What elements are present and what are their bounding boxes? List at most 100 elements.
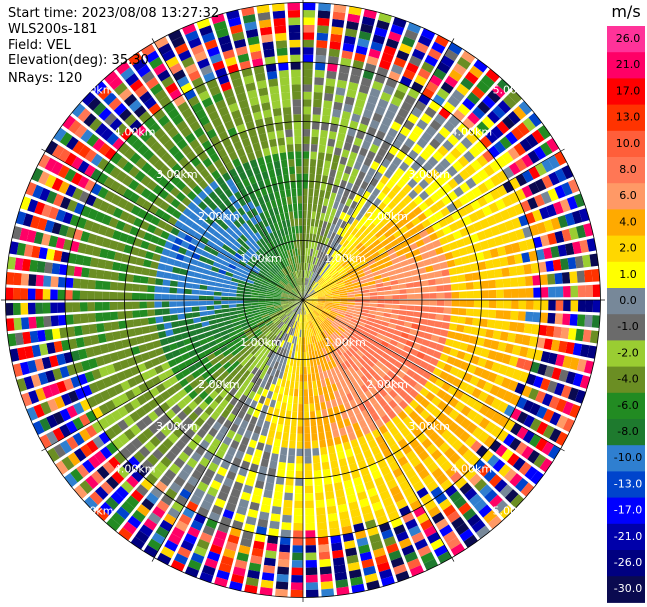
velocity-gate [350, 247, 358, 255]
colorbar-tick-label: 4.0 [619, 215, 637, 228]
velocity-gate [444, 338, 454, 347]
velocity-gate [345, 265, 353, 272]
velocity-gate [393, 89, 406, 101]
velocity-gate [337, 186, 345, 196]
velocity-gate [327, 316, 335, 322]
velocity-gate [538, 261, 547, 273]
velocity-gate [502, 181, 514, 194]
velocity-gate [472, 106, 486, 120]
velocity-gate [332, 303, 340, 306]
velocity-gate [480, 369, 491, 380]
velocity-gate [422, 87, 435, 100]
velocity-gate [451, 300, 460, 307]
velocity-gate [459, 392, 471, 404]
velocity-gate [453, 358, 463, 368]
velocity-gate [515, 477, 529, 492]
velocity-gate [506, 206, 518, 218]
velocity-gate [360, 23, 374, 34]
velocity-gate [482, 150, 495, 163]
velocity-gate [402, 374, 412, 384]
velocity-gate [402, 416, 413, 427]
velocity-gate [421, 306, 430, 312]
velocity-gate [312, 264, 316, 273]
velocity-gate [496, 170, 508, 183]
colorbar-tick-label: 8.0 [619, 163, 637, 176]
velocity-gate [458, 282, 467, 291]
velocity-gate [423, 173, 435, 185]
velocity-gate [345, 311, 354, 316]
velocity-gate [384, 295, 393, 300]
velocity-gate [316, 242, 321, 251]
velocity-gate [369, 300, 378, 304]
velocity-gate [321, 312, 328, 318]
velocity-gate [390, 24, 405, 36]
velocity-gate [404, 137, 416, 149]
velocity-gate [303, 62, 313, 70]
velocity-gate [473, 290, 482, 299]
velocity-gate [404, 29, 419, 41]
velocity-gate [350, 168, 360, 178]
velocity-gate [446, 165, 458, 177]
velocity-gate [441, 429, 453, 441]
velocity-gate [429, 74, 443, 87]
velocity-gate [399, 225, 409, 235]
velocity-gate [371, 226, 380, 235]
velocity-gate [419, 318, 428, 325]
velocity-gate [410, 161, 422, 172]
velocity-gate [325, 275, 332, 282]
velocity-gate [575, 328, 585, 342]
velocity-gate [407, 300, 415, 305]
velocity-gate [490, 125, 504, 139]
velocity-gate [317, 298, 326, 300]
velocity-gate [553, 326, 562, 339]
velocity-gate [475, 208, 486, 220]
velocity-gate [359, 215, 368, 225]
velocity-gate [320, 182, 327, 191]
velocity-gate [483, 228, 494, 239]
velocity-gate [316, 292, 325, 296]
velocity-gate [463, 352, 473, 363]
velocity-gate [399, 294, 408, 299]
velocity-gate [464, 435, 477, 448]
velocity-gate [354, 296, 363, 300]
velocity-gate [428, 286, 437, 293]
velocity-gate [303, 9, 316, 18]
velocity-gate [555, 286, 564, 298]
velocity-gate [315, 266, 320, 274]
velocity-gate [358, 196, 367, 206]
velocity-gate [364, 209, 373, 219]
velocity-gate [406, 288, 415, 294]
velocity-gate [465, 282, 474, 290]
velocity-gate [424, 197, 435, 207]
velocity-gate [499, 331, 509, 342]
velocity-gate [316, 258, 321, 266]
velocity-gate [310, 300, 318, 302]
velocity-gate [384, 361, 394, 370]
velocity-gate [418, 229, 429, 238]
velocity-gate [485, 68, 500, 83]
velocity-gate [303, 292, 306, 300]
velocity-gate [303, 17, 315, 26]
velocity-gate [309, 279, 313, 287]
velocity-gate [357, 233, 366, 242]
velocity-gate [539, 274, 548, 286]
velocity-gate [356, 349, 364, 358]
velocity-gate [315, 47, 327, 56]
velocity-gate [384, 300, 393, 304]
velocity-gate [351, 209, 359, 219]
velocity-gate [316, 304, 325, 308]
velocity-gate [508, 355, 519, 367]
velocity-gate [339, 237, 347, 246]
velocity-gate [388, 323, 397, 329]
velocity-gate [364, 351, 373, 360]
velocity-gate [369, 356, 379, 364]
velocity-gate [488, 300, 497, 309]
velocity-gate [304, 285, 308, 293]
velocity-gate [308, 304, 315, 310]
velocity-gate [357, 187, 366, 197]
velocity-gate [420, 312, 429, 319]
velocity-gate [369, 303, 378, 307]
velocity-gate [365, 255, 374, 263]
velocity-gate [382, 336, 392, 343]
velocity-gate [316, 250, 322, 259]
